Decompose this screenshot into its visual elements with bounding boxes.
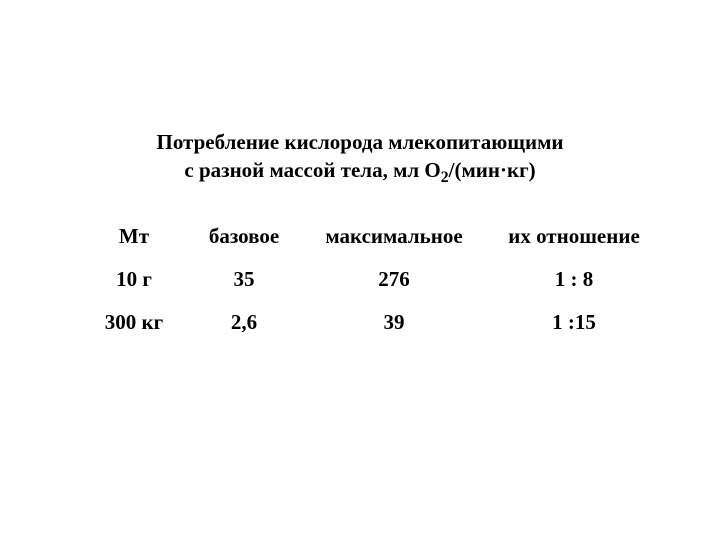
col-header-max: максимальное (304, 224, 484, 267)
cell-max: 39 (304, 310, 484, 335)
col-header-ratio: их отношение (484, 224, 664, 267)
col-header-mt: Мт (84, 224, 184, 267)
title-subscript: 2 (441, 170, 449, 187)
cell-mt: 300 кг (84, 310, 184, 335)
oxygen-consumption-table: Мт базовое максимальное их отношение 10 … (84, 224, 664, 335)
title-line-1: Потребление кислорода млекопитающими (156, 130, 563, 154)
cell-max: 276 (304, 267, 484, 310)
col-header-base: базовое (184, 224, 304, 267)
table-header-row: Мт базовое максимальное их отношение (84, 224, 664, 267)
cell-base: 35 (184, 267, 304, 310)
slide: Потребление кислорода млекопитающими с р… (0, 0, 720, 540)
cell-ratio: 1 :15 (484, 310, 664, 335)
page-title: Потребление кислорода млекопитающими с р… (0, 128, 720, 185)
cell-base: 2,6 (184, 310, 304, 335)
title-line-2-post: /(мин·кг) (449, 158, 536, 182)
table-row: 10 г 35 276 1 : 8 (84, 267, 664, 310)
cell-ratio: 1 : 8 (484, 267, 664, 310)
title-line-2-pre: с разной массой тела, мл О (184, 158, 440, 182)
title-line-2: с разной массой тела, мл О2/(мин·кг) (0, 156, 720, 184)
table-row: 300 кг 2,6 39 1 :15 (84, 310, 664, 335)
cell-mt: 10 г (84, 267, 184, 310)
